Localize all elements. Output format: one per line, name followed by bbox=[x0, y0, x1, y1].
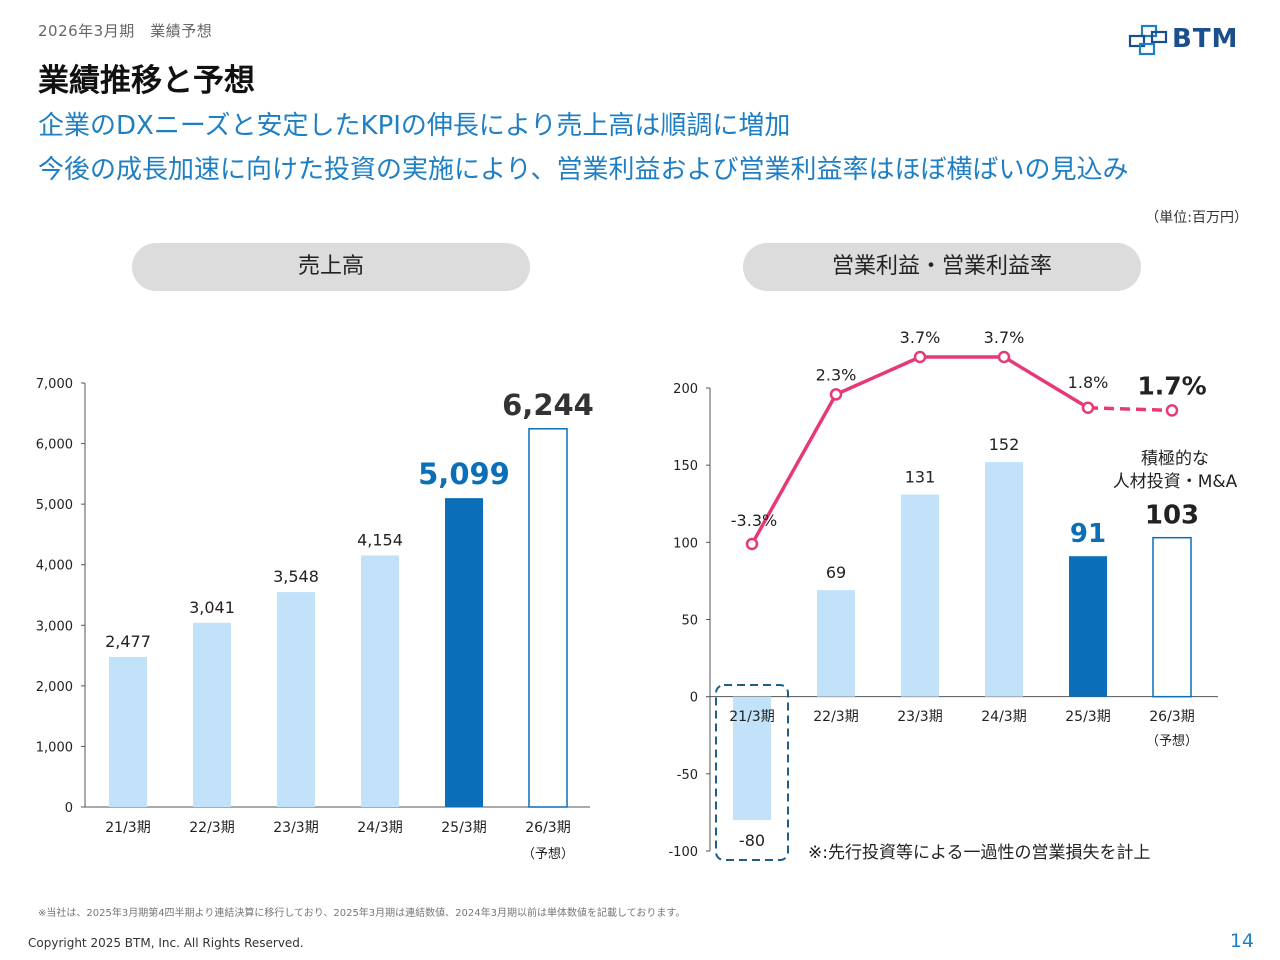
y-tick-label: 100 bbox=[673, 536, 698, 551]
x-tick-label: 26/3期 bbox=[525, 820, 570, 836]
btm-logo-mark-icon bbox=[1128, 24, 1168, 56]
data-label: 91 bbox=[1070, 519, 1106, 549]
data-label: 69 bbox=[826, 563, 846, 582]
logo-text: BTM bbox=[1172, 24, 1239, 54]
y-tick-label: 6,000 bbox=[36, 438, 73, 453]
data-label: 152 bbox=[989, 435, 1020, 454]
y-tick-label: 200 bbox=[673, 382, 698, 397]
margin-rate-label: 1.7% bbox=[1137, 371, 1206, 400]
y-tick-label: 50 bbox=[681, 614, 698, 629]
loss-note: ※:先行投資等による一過性の営業損失を計上 bbox=[808, 843, 1151, 863]
x-tick-label: 25/3期 bbox=[441, 820, 486, 836]
headline-sales: 企業のDXニーズと安定したKPIの伸長により売上高は順調に増加 bbox=[38, 111, 791, 141]
data-label: 2,477 bbox=[105, 632, 151, 651]
sales-panel-title: 売上高 bbox=[132, 243, 530, 291]
y-tick-label: 7,000 bbox=[36, 377, 73, 392]
data-label: -80 bbox=[739, 831, 765, 850]
bar bbox=[109, 656, 147, 807]
margin-rate-label: 1.8% bbox=[1068, 373, 1109, 392]
bar bbox=[277, 592, 315, 807]
x-tick-label: 21/3期 bbox=[729, 709, 774, 725]
bar bbox=[1152, 536, 1192, 698]
margin-rate-label: 3.7% bbox=[984, 328, 1025, 347]
y-tick-label: 150 bbox=[673, 459, 698, 474]
y-tick-label: -50 bbox=[677, 768, 698, 783]
loss-highlight-box bbox=[715, 684, 789, 861]
forecast-note-label: （予想） bbox=[1146, 733, 1198, 749]
x-tick-label: 21/3期 bbox=[105, 820, 150, 836]
x-tick-label: 25/3期 bbox=[1065, 709, 1110, 725]
profit-panel-title: 営業利益・営業利益率 bbox=[743, 243, 1141, 291]
bar bbox=[733, 696, 771, 821]
margin-rate-label: -3.3% bbox=[731, 511, 777, 530]
x-tick-label: 24/3期 bbox=[981, 709, 1026, 725]
x-tick-label: 24/3期 bbox=[357, 820, 402, 836]
margin-rate-point bbox=[997, 350, 1011, 364]
unit-label: （単位:百万円） bbox=[1145, 210, 1248, 226]
forecast-note-line-1: 積極的な bbox=[1141, 449, 1209, 469]
margin-rate-forecast-line bbox=[1087, 406, 1173, 413]
margin-rate-point bbox=[913, 350, 927, 364]
forecast-note-label: （予想） bbox=[522, 846, 574, 862]
data-label: 6,244 bbox=[502, 388, 594, 422]
page-title: 業績推移と予想 bbox=[38, 63, 255, 99]
data-label: 3,548 bbox=[273, 567, 319, 586]
bar bbox=[817, 590, 855, 697]
data-label: 4,154 bbox=[357, 530, 403, 549]
x-tick-label: 23/3期 bbox=[897, 709, 942, 725]
y-tick-label: 2,000 bbox=[36, 680, 73, 695]
margin-rate-label: 3.7% bbox=[900, 328, 941, 347]
margin-rate-point bbox=[1165, 404, 1179, 417]
x-tick-label: 23/3期 bbox=[273, 820, 318, 836]
y-tick-label: 0 bbox=[65, 801, 73, 816]
bar bbox=[528, 428, 568, 808]
footnote: ※当社は、2025年3月期第4四半期より連結決算に移行しており、2025年3月期… bbox=[38, 908, 686, 919]
bar bbox=[1069, 556, 1107, 697]
forecast-note-line-2: 人材投資・M&A bbox=[1112, 472, 1238, 492]
margin-rate-label: 2.3% bbox=[816, 365, 857, 384]
y-tick-label: 5,000 bbox=[36, 498, 73, 513]
bar bbox=[985, 462, 1023, 697]
y-tick-label: 1,000 bbox=[36, 740, 73, 755]
forecast-investment-note: 積極的な 人材投資・M&A bbox=[1100, 448, 1250, 494]
x-tick-label: 22/3期 bbox=[189, 820, 234, 836]
data-label: 3,041 bbox=[189, 598, 235, 617]
y-tick-label: -100 bbox=[668, 845, 698, 860]
x-tick-label: 26/3期 bbox=[1149, 709, 1194, 725]
page-number: 14 bbox=[1229, 930, 1254, 952]
margin-rate-point bbox=[745, 537, 759, 551]
y-tick-label: 4,000 bbox=[36, 559, 73, 574]
x-tick-label: 22/3期 bbox=[813, 709, 858, 725]
margin-rate-point bbox=[1081, 401, 1095, 415]
btm-logo: BTM bbox=[1128, 22, 1254, 58]
bar bbox=[901, 494, 939, 697]
period-subtitle: 2026年3月期 業績予想 bbox=[38, 22, 213, 40]
data-label: 5,099 bbox=[418, 457, 510, 491]
bar bbox=[445, 498, 483, 807]
data-label: 103 bbox=[1145, 501, 1199, 531]
margin-rate-point bbox=[829, 388, 843, 401]
headline-profit: 今後の成長加速に向けた投資の実施により、営業利益および営業利益率はほぼ横ばいの見… bbox=[38, 155, 1129, 185]
bar bbox=[193, 622, 231, 807]
copyright: Copyright 2025 BTM, Inc. All Rights Rese… bbox=[28, 936, 304, 950]
bar bbox=[361, 555, 399, 807]
data-label: 131 bbox=[905, 467, 936, 486]
y-tick-label: 0 bbox=[690, 691, 698, 706]
y-tick-label: 3,000 bbox=[36, 619, 73, 634]
